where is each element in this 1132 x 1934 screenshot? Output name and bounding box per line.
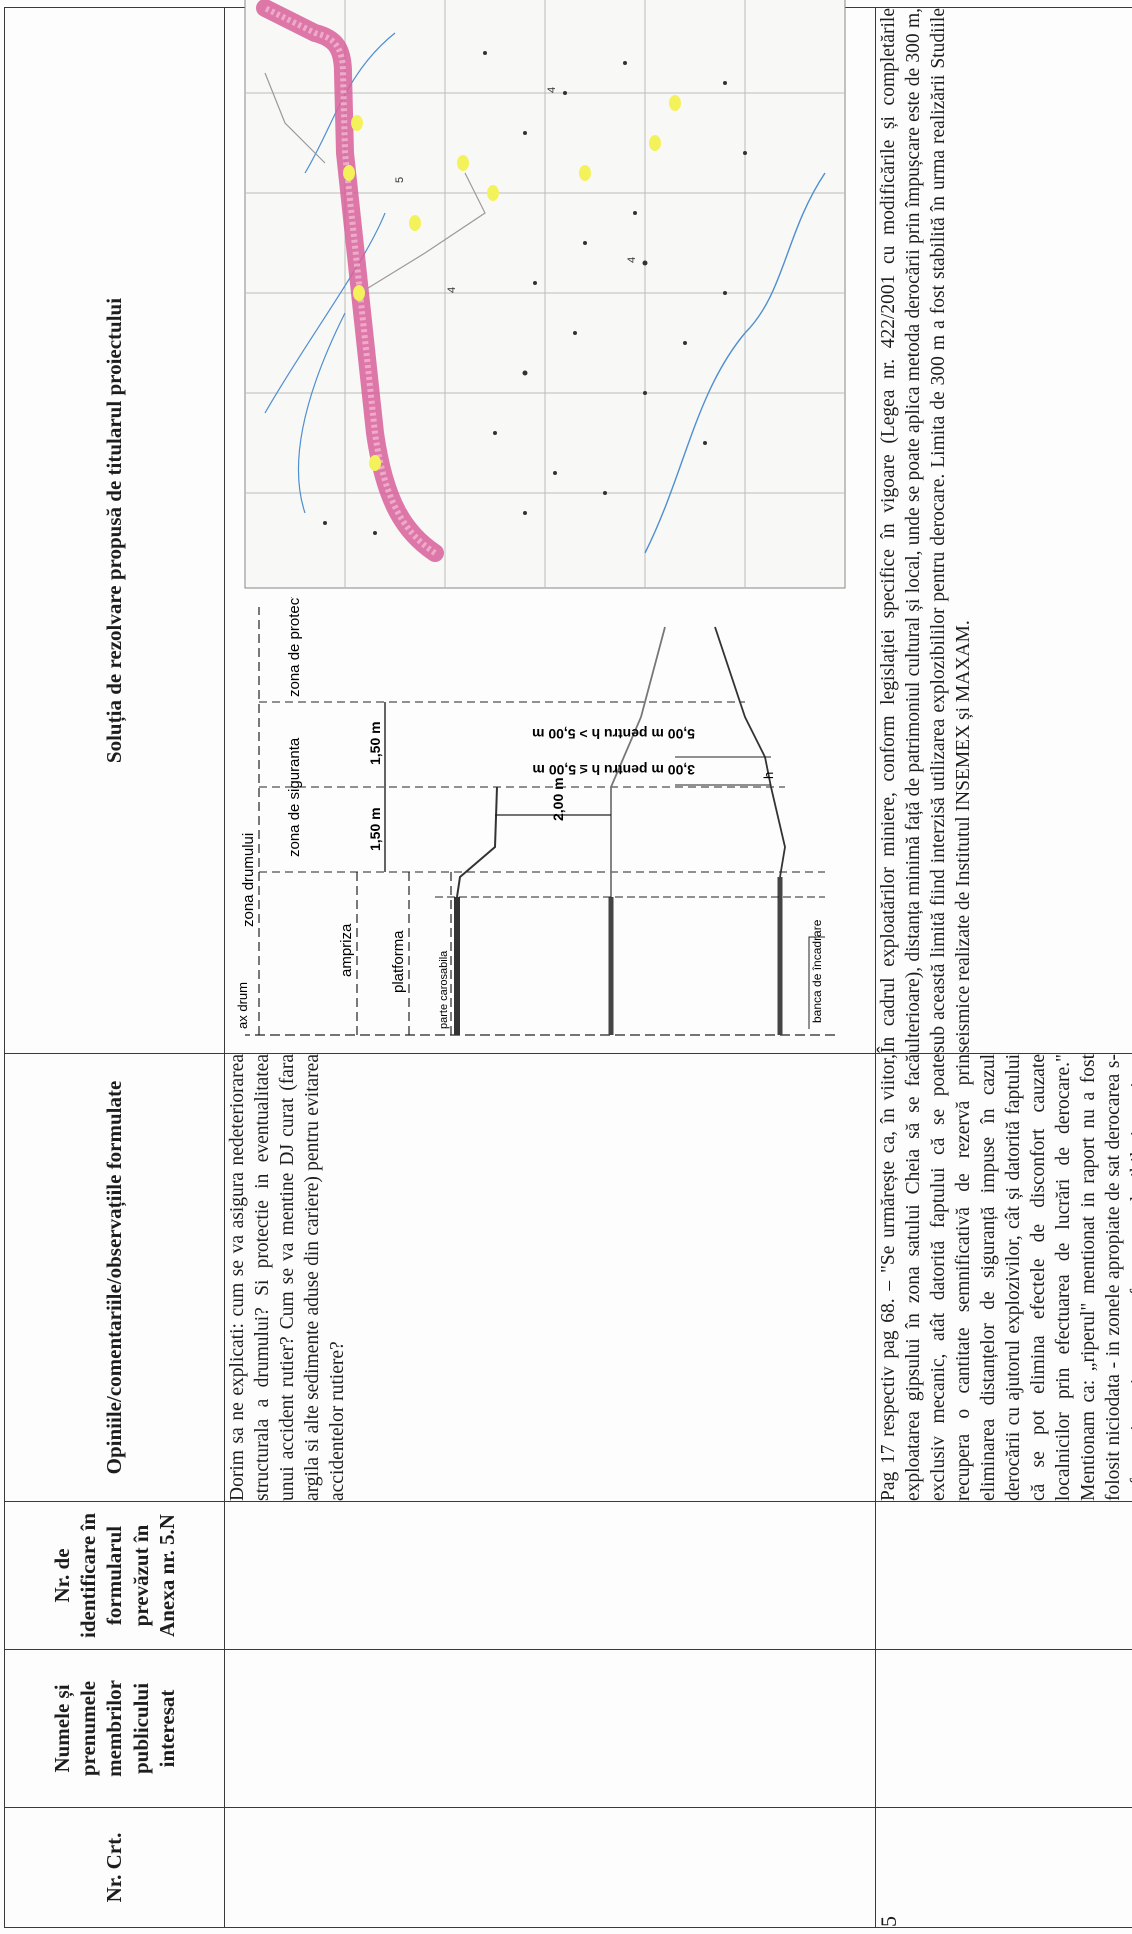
route-map: 5 4 4 4 [244,0,846,589]
dim-500: 5,00 m pentru h > 5,00 m [532,726,695,742]
platforma-label: platforma [390,930,407,993]
banca-label: banca de încadrare [810,919,824,1023]
figures-area: ax drum zona drumului ampriza platforma … [225,0,875,1053]
dim-150-a: 1,50 m [367,807,383,851]
header-nr: Nr. Crt. [4,1807,225,1928]
row-id [875,1501,1132,1650]
header-solution: Soluția de rezolvare propusă de titularu… [4,7,225,1054]
map-label-4: 4 [546,87,558,93]
ampriza-label: ampriza [338,923,355,977]
row-comment: Dorim sa ne explicati: cum se va asigura… [224,1053,876,1502]
table-row: Dorim sa ne explicati: cum se va asigura… [224,0,876,1928]
dim-150-b: 1,50 m [367,721,383,765]
header-comments: Opiniile/comentariile/observațiile formu… [4,1053,225,1502]
dim-h: h [761,772,776,779]
row-id [224,1501,876,1650]
row-number: 5 [875,1807,1132,1928]
terrain-dots [323,51,747,535]
map-label-1: 5 [394,177,406,183]
row-comment: Pag 17 respectiv pag 68. – "Se urmărește… [875,1053,1132,1502]
road-gray [359,172,486,294]
header-row: Nr. Crt. Numele și prenumele membrilor p… [4,7,225,1928]
road-cross-section: ax drum zona drumului ampriza platforma … [235,597,835,1036]
row-number [224,1807,876,1928]
dim-200: 2,00 m [550,777,566,821]
header-id: Nr. de identificare în formularul prevăz… [4,1501,225,1650]
zona-siguranta-label: zona de siguranta [286,737,303,857]
row-solution: În cadrul exploatărilor miniere, conform… [875,7,1132,1054]
row-solution-figures: ax drum zona drumului ampriza platforma … [224,0,876,1054]
comments-table: Nr. Crt. Numele și prenumele membrilor p… [4,0,1132,1928]
map-label-2: 4 [446,287,458,293]
markers [343,95,681,471]
stream-2 [298,312,346,514]
stream-1 [644,172,826,554]
row-name [224,1649,876,1808]
zona-drumului-label: zona drumului [240,833,257,927]
zona-protectie-label: zona de protectie [286,597,303,697]
stream-3 [264,212,386,414]
row-name [875,1649,1132,1808]
parte-carosabila-label: parte carosabila [438,950,450,1029]
map-label-3: 4 [626,257,638,263]
table-row: 5 Pag 17 respectiv pag 68. – "Se urmăreș… [875,7,1132,1928]
dim-300: 3,00 m pentru h ≤ 5,00 m [532,762,695,778]
header-name: Numele și prenumele membrilor publicului… [4,1649,225,1808]
ax-drum-label: ax drum [235,982,250,1029]
